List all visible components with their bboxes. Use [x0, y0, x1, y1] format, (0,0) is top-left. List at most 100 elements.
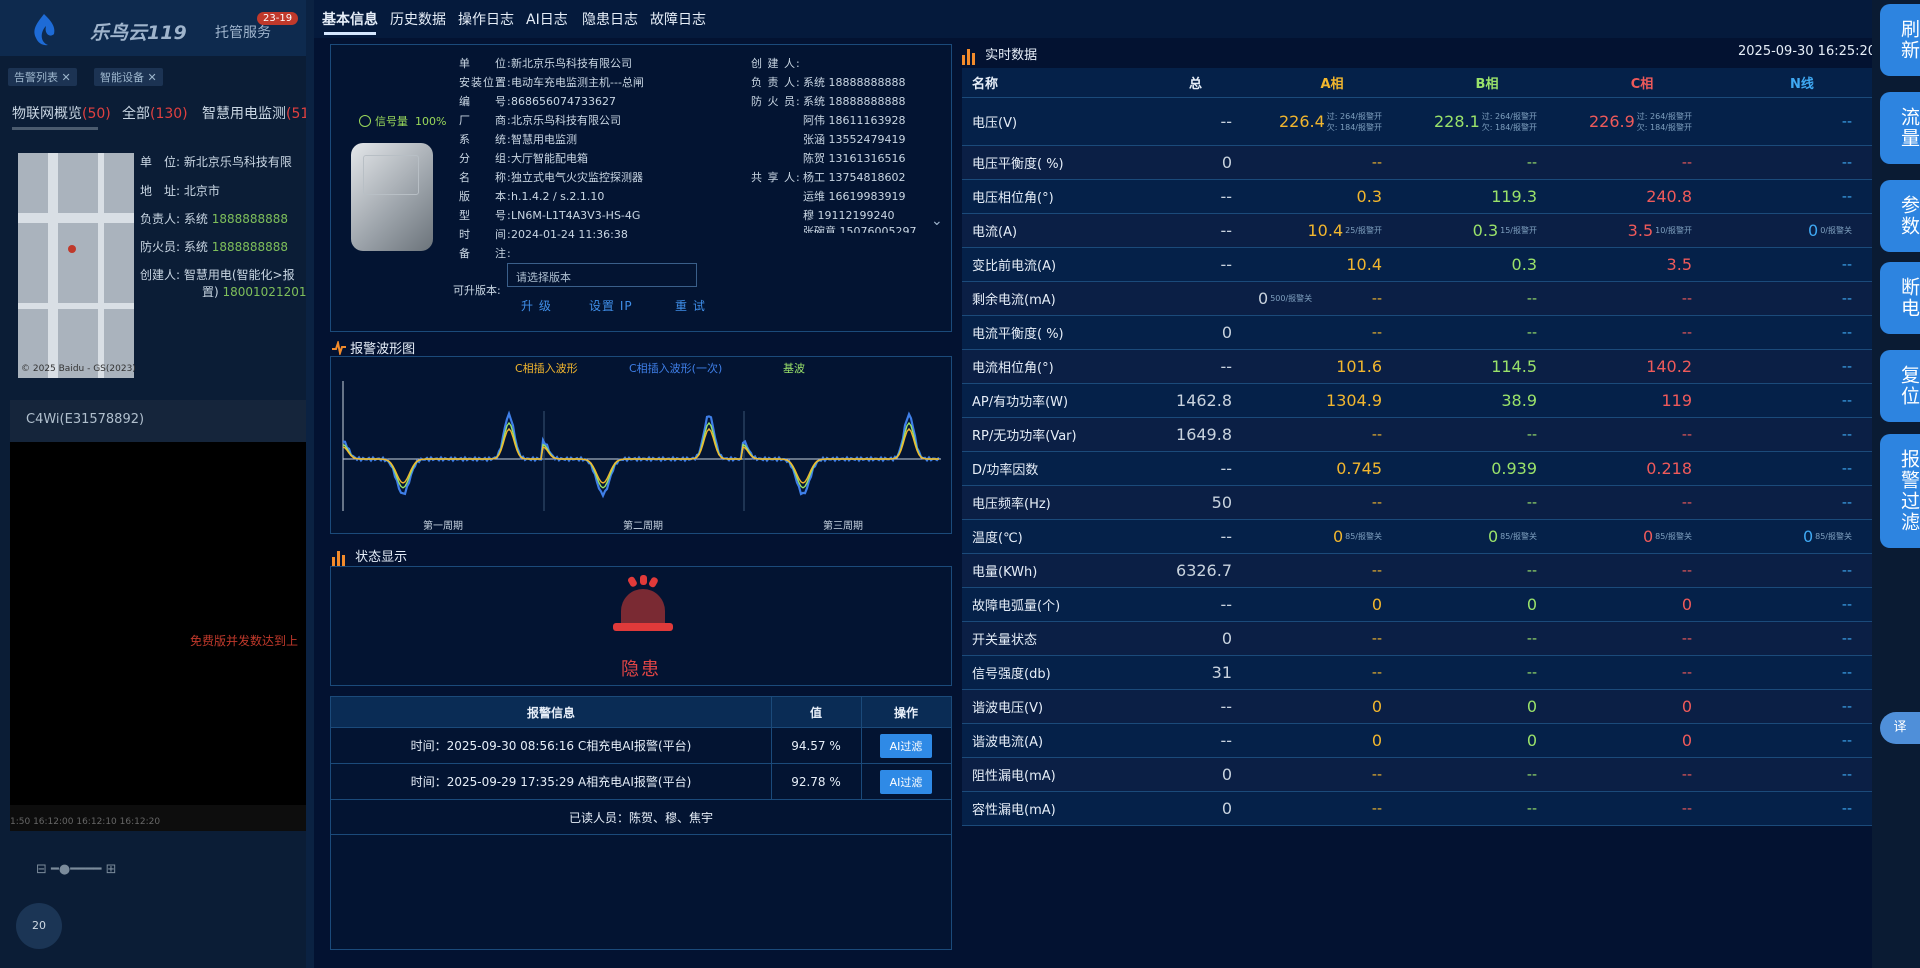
- metric-value-n: --: [1732, 350, 1852, 383]
- bar-chart-icon: [332, 551, 347, 567]
- reset-button[interactable]: 复位: [1880, 350, 1920, 422]
- metric-value-total: 1649.8: [1112, 418, 1232, 451]
- bg-info-owner: 负责人: 系统 1888888888: [140, 212, 289, 226]
- device-detail-dialog: 基本信息 历史数据 操作日志 AI日志 隐患日志 故障日志 信号量 100% 单…: [306, 0, 1880, 968]
- owner-field: 负 责 人: 系统 18888888888: [751, 76, 906, 89]
- metric-number: 0: [1681, 697, 1692, 716]
- metric-value-n: --: [1732, 758, 1852, 791]
- background-header: 乐鸟云119 托管服务 23-19: [0, 0, 306, 56]
- metric-value-total: 1462.8: [1112, 384, 1232, 417]
- metric-name: 容性漏电(mA): [972, 803, 1056, 818]
- video-timeline[interactable]: 1:50 16:12:00 16:12:10 16:12:20: [10, 805, 306, 831]
- bg-info-creator: 创建人: 智慧用电(智能化>报: [140, 268, 295, 282]
- upgrade-link[interactable]: 升 级: [521, 299, 552, 313]
- metric-value-n: --: [1732, 180, 1852, 213]
- metric-name: 开关量状态: [972, 633, 1038, 648]
- zoom-control[interactable]: ⊟ ━●━━━━ ⊞: [36, 862, 117, 877]
- tab-operation-log[interactable]: 操作日志: [458, 12, 514, 28]
- tab-ai-log[interactable]: AI日志: [526, 12, 568, 28]
- legend-fundamental[interactable]: 基波: [783, 362, 805, 375]
- device-photo: [351, 143, 433, 251]
- tab-history[interactable]: 历史数据: [390, 12, 446, 28]
- metric-name: 电压相位角(°): [972, 191, 1054, 206]
- metric-value-a: 0.3: [1262, 180, 1382, 213]
- metric-value-total: 0: [1112, 316, 1232, 349]
- legend-c-insert-primary[interactable]: C相插入波形(一次): [629, 362, 723, 375]
- metric-name: 信号强度(db): [972, 667, 1051, 682]
- nav-iot-overview[interactable]: 物联网概览(50): [12, 106, 111, 122]
- metric-value-n: --: [1732, 316, 1852, 349]
- service-menu[interactable]: 托管服务: [215, 25, 271, 41]
- ai-filter-button[interactable]: AI过滤: [879, 769, 933, 794]
- col-phase-c: C相: [1630, 77, 1654, 92]
- table-row: AP/有功功率(W) 1462.8 1304.9 38.9 119 --: [962, 384, 1872, 418]
- retry-link[interactable]: 重 试: [675, 299, 706, 313]
- signal-indicator: 信号量 100%: [359, 113, 446, 129]
- legend-c-insert[interactable]: C相插入波形: [515, 362, 578, 375]
- metric-number: 0.3: [1511, 255, 1537, 274]
- metric-number: --: [1220, 731, 1232, 750]
- signal-icon: [359, 115, 371, 127]
- metric-value-b: --: [1417, 486, 1537, 519]
- alarm-table-header: 报警信息 值 操作: [331, 697, 951, 727]
- float-count-button[interactable]: 20: [16, 903, 62, 949]
- chevron-down-icon[interactable]: ⌄: [931, 213, 943, 229]
- tab-hazard-log[interactable]: 隐患日志: [582, 12, 638, 28]
- metric-value-a: 0: [1262, 724, 1382, 757]
- metric-number: --: [1526, 154, 1537, 171]
- metric-value-total: --: [1112, 724, 1232, 757]
- ai-filter-button[interactable]: AI过滤: [879, 733, 933, 758]
- power-off-button[interactable]: 断电: [1880, 262, 1920, 334]
- metric-value-a: 101.6: [1262, 350, 1382, 383]
- tag-smart-device[interactable]: 智能设备 ✕: [94, 68, 163, 86]
- nav-smart-power[interactable]: 智慧用电监测(51): [202, 106, 306, 122]
- translate-button[interactable]: 译: [1880, 712, 1920, 744]
- metric-value-a: --: [1262, 622, 1382, 655]
- alarm-filter-button[interactable]: 报警过滤: [1880, 434, 1920, 548]
- metric-number: --: [1841, 630, 1852, 647]
- metric-number: --: [1841, 324, 1852, 341]
- metric-number: 1649.8: [1176, 425, 1232, 444]
- version-select[interactable]: 请选择版本: [507, 263, 697, 287]
- metric-number: --: [1681, 324, 1692, 341]
- service-badge: 23-19: [257, 12, 299, 25]
- metric-number: 228.1: [1433, 112, 1480, 131]
- metric-number: 114.5: [1491, 357, 1537, 376]
- params-button[interactable]: 参数: [1880, 180, 1920, 252]
- metric-value-total: --: [1112, 588, 1232, 621]
- video-player[interactable]: 免费版并发数达到上: [10, 442, 306, 812]
- metric-number: --: [1220, 595, 1232, 614]
- table-row: 容性漏电(mA) 0 -- -- -- --: [962, 792, 1872, 826]
- refresh-button[interactable]: 刷新: [1880, 4, 1920, 76]
- nav-all[interactable]: 全部(130): [122, 106, 188, 122]
- metric-number: 50: [1211, 493, 1232, 512]
- metric-number: 1304.9: [1326, 391, 1382, 410]
- alarm-info-cell: 时间：2025-09-30 08:56:16 C相充电AI报警(平台): [410, 739, 692, 753]
- tab-fault-log[interactable]: 故障日志: [650, 12, 706, 28]
- set-ip-link[interactable]: 设置 IP: [589, 299, 633, 313]
- metric-number: 10.4: [1307, 221, 1344, 240]
- metric-value-total: 0: [1112, 758, 1232, 791]
- metric-value-total: --: [1112, 98, 1232, 145]
- map-pin-icon: [68, 245, 76, 253]
- status-panel: 隐患: [330, 566, 952, 686]
- metric-value-n: --: [1732, 282, 1852, 315]
- alarm-info-cell: 时间：2025-09-29 17:35:29 A相充电AI报警(平台): [410, 775, 692, 789]
- location-map[interactable]: [18, 153, 134, 378]
- metric-name: 电流(A): [972, 225, 1018, 240]
- metric-value-a: 10.4: [1262, 248, 1382, 281]
- metric-number: 140.2: [1646, 357, 1692, 376]
- col-alarm-info: 报警信息: [526, 705, 575, 720]
- share-user-2: 运维 16619983919: [803, 190, 906, 203]
- tab-basic-info[interactable]: 基本信息: [322, 12, 378, 28]
- metric-value-total: --: [1112, 520, 1232, 553]
- metric-number: --: [1371, 664, 1382, 681]
- metric-value-a: --: [1262, 418, 1382, 451]
- tag-alarm-list[interactable]: 告警列表 ✕: [8, 68, 77, 86]
- waveform-chart: [342, 381, 941, 511]
- col-phase-b: B相: [1475, 77, 1499, 92]
- table-row: 信号强度(db) 31 -- -- -- --: [962, 656, 1872, 690]
- traffic-button[interactable]: 流量: [1880, 92, 1920, 164]
- metric-value-total: 31: [1112, 656, 1232, 689]
- metric-value-n: 0 85/报警关: [1732, 520, 1852, 553]
